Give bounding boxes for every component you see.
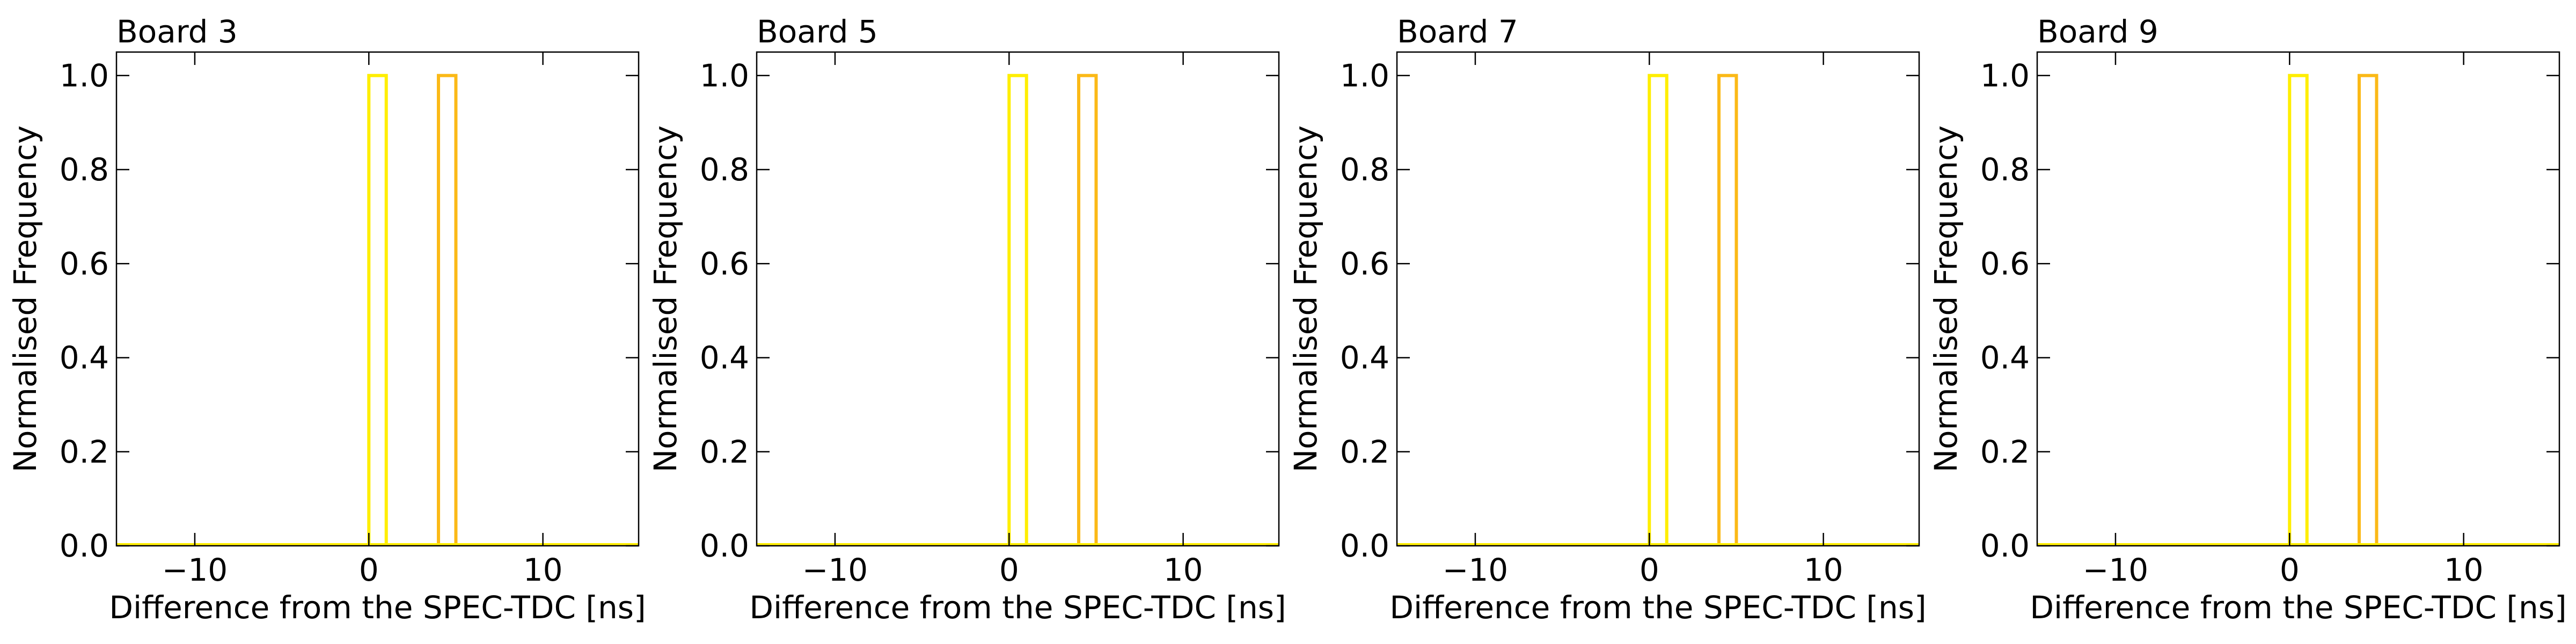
y-tick-label: 0.6 bbox=[60, 245, 109, 282]
histogram-bar bbox=[2358, 74, 2379, 546]
y-tick-label: 0.8 bbox=[700, 151, 749, 188]
y-tick-label: 0.4 bbox=[1980, 340, 2030, 376]
y-axis-label: Normalised Frequency bbox=[647, 126, 684, 473]
x-tick-label: 0 bbox=[359, 552, 379, 588]
y-tick-label: 0.2 bbox=[1980, 434, 2030, 470]
histogram-bar bbox=[1717, 74, 1738, 546]
y-tick-label: 0.0 bbox=[60, 528, 109, 564]
y-tick-label: 1.0 bbox=[60, 57, 109, 94]
y-tick-label: 0.8 bbox=[60, 151, 109, 188]
y-tick-label: 0.2 bbox=[700, 434, 749, 470]
x-axis-label: Difference from the SPEC-TDC [ns] bbox=[109, 589, 646, 626]
x-tick-label: 0 bbox=[1640, 552, 1659, 588]
y-tick-label: 0.4 bbox=[700, 340, 749, 376]
x-tick-label: 10 bbox=[1804, 552, 1843, 588]
y-tick-label: 0.0 bbox=[1340, 528, 1389, 564]
y-tick-label: 0.2 bbox=[60, 434, 109, 470]
y-tick-label: 1.0 bbox=[1340, 57, 1389, 94]
y-tick-label: 0.6 bbox=[1340, 245, 1389, 282]
y-tick-label: 0.2 bbox=[1340, 434, 1389, 470]
x-axis-label: Difference from the SPEC-TDC [ns] bbox=[749, 589, 1286, 626]
x-axis-label: Difference from the SPEC-TDC [ns] bbox=[1389, 589, 1926, 626]
chart-title: Board 5 bbox=[757, 13, 878, 50]
axes-frame bbox=[115, 51, 640, 547]
chart-title: Board 9 bbox=[2037, 13, 2158, 50]
x-tick-label: 10 bbox=[2444, 552, 2484, 588]
y-axis-label: Normalised Frequency bbox=[7, 126, 43, 473]
chart-title: Board 7 bbox=[1397, 13, 1518, 50]
x-tick-label: −10 bbox=[162, 552, 228, 588]
axes-frame bbox=[1396, 51, 1920, 547]
y-tick-label: 0.0 bbox=[700, 528, 749, 564]
y-tick-label: 0.4 bbox=[60, 340, 109, 376]
histogram-bar bbox=[2288, 74, 2309, 546]
x-tick-label: 10 bbox=[1163, 552, 1203, 588]
y-tick-label: 0.0 bbox=[1980, 528, 2030, 564]
x-tick-label: 10 bbox=[523, 552, 563, 588]
x-tick-label: −10 bbox=[2083, 552, 2148, 588]
histogram-bar bbox=[1007, 74, 1028, 546]
chart-title: Board 3 bbox=[116, 13, 238, 50]
x-axis-label: Difference from the SPEC-TDC [ns] bbox=[2030, 589, 2566, 626]
y-axis-label: Normalised Frequency bbox=[1928, 126, 1964, 473]
x-tick-label: 0 bbox=[999, 552, 1019, 588]
y-tick-label: 0.8 bbox=[1340, 151, 1389, 188]
y-axis-label: Normalised Frequency bbox=[1287, 126, 1324, 473]
histogram-bar bbox=[367, 74, 388, 546]
y-tick-label: 1.0 bbox=[700, 57, 749, 94]
histogram-bar bbox=[1077, 74, 1098, 546]
y-tick-label: 0.6 bbox=[1980, 245, 2030, 282]
y-tick-label: 1.0 bbox=[1980, 57, 2030, 94]
x-tick-label: 0 bbox=[2280, 552, 2300, 588]
y-tick-label: 0.6 bbox=[700, 245, 749, 282]
axes-frame bbox=[756, 51, 1280, 547]
x-tick-label: −10 bbox=[802, 552, 868, 588]
x-tick-label: −10 bbox=[1443, 552, 1508, 588]
histogram-bar bbox=[1648, 74, 1668, 546]
y-tick-label: 0.4 bbox=[1340, 340, 1389, 376]
axes-frame bbox=[2036, 51, 2560, 547]
histogram-bar bbox=[437, 74, 458, 546]
y-tick-label: 0.8 bbox=[1980, 151, 2030, 188]
